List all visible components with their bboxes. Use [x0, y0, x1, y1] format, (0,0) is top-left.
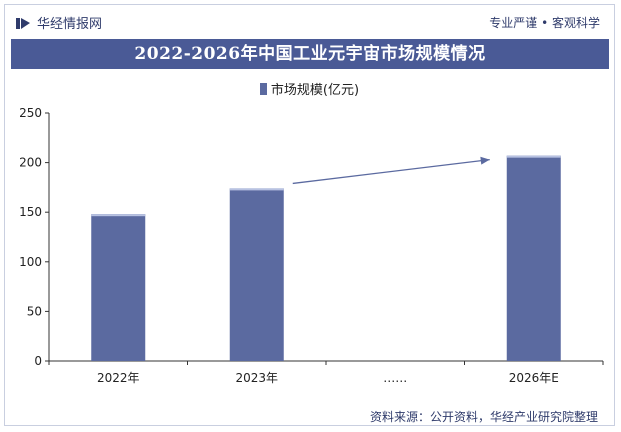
top-bar: 华经情报网 专业严谨 • 客观科学 [5, 5, 614, 37]
legend-swatch [259, 83, 267, 95]
x-tick-label: …… [383, 371, 407, 385]
y-tick-label: 250 [19, 106, 42, 120]
bar [229, 188, 284, 361]
y-tick-label: 200 [19, 156, 42, 170]
bar [506, 155, 561, 361]
chart-frame: 华经情报网 专业严谨 • 客观科学 2022-2026年中国工业元宇宙市场规模情… [4, 4, 615, 426]
slogan: 专业严谨 • 客观科学 [489, 16, 600, 30]
brand-logo-icon [16, 17, 30, 29]
legend-label: 市场规模(亿元) [270, 83, 360, 98]
bar-top-highlight [229, 188, 284, 191]
bar-top-highlight [506, 155, 561, 158]
x-tick-label: 2023年 [235, 371, 278, 385]
bar-top-highlight [91, 214, 146, 217]
source-note: 资料来源：公开资料，华经产业研究院整理 [369, 410, 598, 424]
y-tick-label: 150 [19, 205, 42, 219]
bar-chart: 0 50 100 150 200 250 2022年 2023年 …… 2026年E [19, 106, 604, 385]
trend-arrow-line [292, 158, 490, 185]
x-tick-label: 2022年 [97, 371, 140, 385]
x-tick-label: 2026年E [509, 371, 559, 385]
trend-arrow-head [480, 156, 490, 165]
bar [91, 214, 146, 361]
y-tick-label: 100 [19, 255, 42, 269]
y-tick-label: 50 [27, 304, 42, 318]
brand-name: 华经情报网 [37, 17, 103, 32]
legend: 市场规模(亿元) [5, 79, 614, 98]
y-tick-label: 0 [34, 354, 42, 368]
brand: 华经情报网 [15, 13, 102, 32]
chart-title: 2022-2026年中国工业元宇宙市场规模情况 [11, 39, 609, 69]
